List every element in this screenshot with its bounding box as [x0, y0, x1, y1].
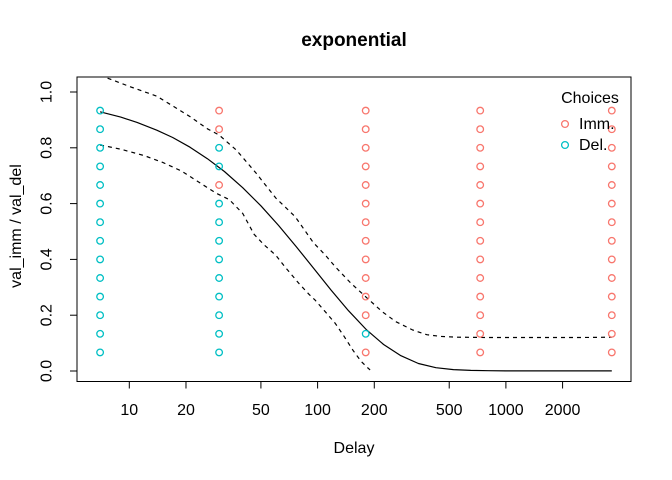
data-point-imm	[607, 311, 616, 320]
x-tick-label: 10	[120, 402, 138, 419]
legend-swatch-del-icon	[560, 140, 570, 150]
data-point-imm	[476, 329, 485, 338]
x-tick-label: 2000	[545, 402, 581, 419]
data-point-imm	[361, 106, 370, 115]
data-point-imm	[607, 292, 616, 301]
data-point-imm	[476, 181, 485, 189]
data-point-del	[215, 218, 224, 227]
data-point-imm	[476, 125, 485, 134]
data-point-imm	[476, 106, 485, 115]
data-point-imm	[361, 274, 370, 282]
data-point-imm	[215, 181, 224, 189]
data-point-imm	[607, 162, 616, 171]
data-point-imm	[476, 199, 485, 208]
legend-swatch-imm-icon	[560, 119, 570, 129]
data-point-del	[215, 329, 224, 338]
data-point-del	[96, 292, 105, 301]
data-point-imm	[476, 292, 485, 301]
data-point-del	[215, 292, 224, 301]
data-point-imm	[361, 236, 370, 245]
data-point-del	[215, 199, 224, 208]
data-point-del	[215, 236, 224, 245]
data-point-imm	[361, 162, 370, 171]
data-point-del	[96, 181, 105, 189]
data-point-del	[96, 236, 105, 245]
legend-label-imm: Imm.	[579, 116, 615, 133]
data-point-del	[96, 143, 105, 152]
x-tick-label: 20	[177, 402, 195, 419]
plot-border	[76, 76, 632, 382]
data-point-imm	[607, 106, 616, 115]
data-point-imm	[476, 236, 485, 245]
data-point-imm	[607, 143, 616, 152]
data-point-imm	[607, 236, 616, 245]
data-point-del	[215, 255, 224, 264]
data-point-imm	[607, 181, 616, 189]
curve-lower-ci	[99, 144, 371, 371]
y-axis-label: val_imm / val_del	[8, 164, 25, 288]
curve-upper-ci	[102, 77, 612, 339]
data-point-del	[96, 274, 105, 282]
data-point-imm	[361, 199, 370, 208]
legend-label-del: Del.	[579, 137, 607, 154]
plot-title: exponential	[301, 30, 407, 51]
data-point-imm	[215, 106, 224, 115]
data-point-del	[96, 329, 105, 338]
data-point-imm	[361, 125, 370, 134]
y-tick-label: 0.2	[39, 304, 56, 326]
y-tick-label: 0.8	[39, 137, 56, 159]
data-point-imm	[361, 311, 370, 320]
data-point-imm	[607, 199, 616, 208]
data-point-imm	[361, 143, 370, 152]
data-point-imm	[476, 311, 485, 320]
data-point-imm	[361, 181, 370, 189]
legend-title: Choices	[561, 90, 619, 107]
y-tick-label: 0.0	[39, 360, 56, 382]
data-point-del	[215, 311, 224, 320]
y-tick-label: 0.6	[39, 192, 56, 214]
data-point-imm	[361, 292, 370, 301]
data-point-del	[96, 106, 105, 115]
data-point-imm	[607, 125, 616, 134]
data-point-imm	[361, 218, 370, 227]
data-point-imm	[361, 348, 370, 357]
data-point-imm	[476, 143, 485, 152]
data-point-imm	[476, 162, 485, 171]
data-point-imm	[476, 274, 485, 282]
data-point-imm	[607, 218, 616, 227]
curve-fit	[99, 111, 612, 372]
data-point-del	[96, 162, 105, 171]
data-point-del	[215, 348, 224, 357]
data-point-del	[96, 255, 105, 264]
data-point-del	[215, 162, 224, 171]
data-point-imm	[476, 218, 485, 227]
data-point-del	[96, 218, 105, 227]
data-point-imm	[607, 348, 616, 357]
data-point-imm	[607, 255, 616, 264]
x-tick-label: 50	[252, 402, 270, 419]
data-point-del	[215, 143, 224, 152]
data-point-imm	[607, 329, 616, 338]
data-point-imm	[476, 255, 485, 264]
x-tick-label: 1000	[488, 402, 524, 419]
data-point-del	[215, 274, 224, 282]
legend: Choices Imm. Del.	[560, 90, 619, 154]
x-tick-label: 100	[304, 402, 331, 419]
y-tick-label: 0.4	[39, 248, 56, 270]
x-tick-label: 500	[436, 402, 463, 419]
data-point-imm	[361, 255, 370, 264]
data-point-del	[96, 311, 105, 320]
data-point-del	[96, 348, 105, 357]
data-point-imm	[607, 274, 616, 282]
data-point-del	[96, 125, 105, 134]
y-tick-label: 1.0	[39, 81, 56, 103]
data-point-imm	[476, 348, 485, 357]
x-axis-label: Delay	[333, 440, 375, 457]
data-point-del	[96, 199, 105, 208]
x-tick-label: 200	[361, 402, 388, 419]
data-point-imm	[215, 125, 224, 134]
data-point-del	[361, 329, 370, 338]
